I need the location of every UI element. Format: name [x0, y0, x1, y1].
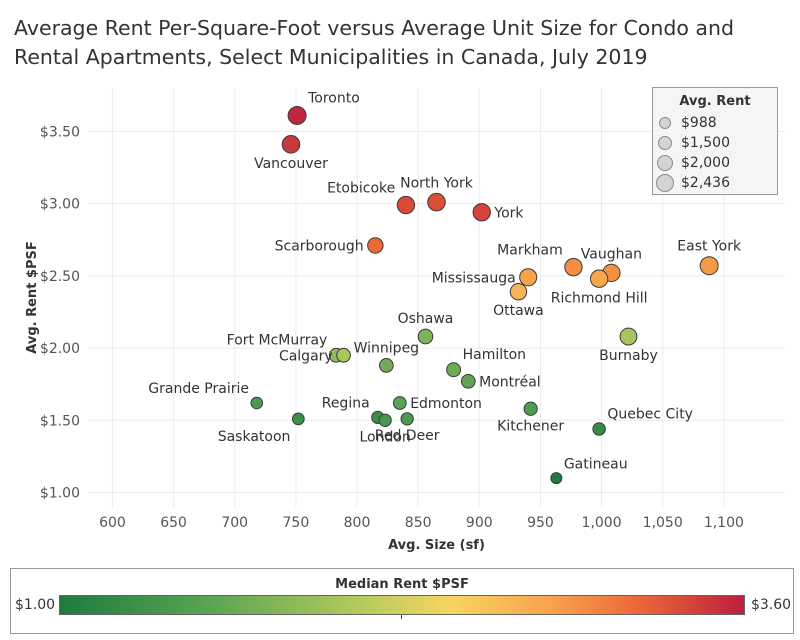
- data-point[interactable]: [291, 412, 305, 426]
- data-point[interactable]: [446, 362, 462, 378]
- data-point[interactable]: [250, 396, 264, 410]
- color-legend: Median Rent $PSF $1.00 $3.60: [10, 568, 794, 634]
- point-label: Hamilton: [463, 347, 526, 363]
- data-point[interactable]: [460, 373, 476, 389]
- data-point[interactable]: [523, 401, 538, 416]
- x-tick-label: 950: [527, 515, 554, 531]
- point-label: York: [493, 205, 524, 221]
- point-label: Regina: [322, 395, 370, 411]
- x-tick-label: 900: [466, 515, 493, 531]
- size-legend-label: $988: [681, 115, 717, 131]
- point-label: Markham: [497, 242, 563, 258]
- size-legend-circle: [659, 117, 671, 129]
- data-point[interactable]: [379, 358, 394, 373]
- point-label: Ottawa: [493, 303, 544, 319]
- point-label: North York: [400, 175, 474, 191]
- size-legend-item: $988: [653, 114, 777, 134]
- data-point[interactable]: [472, 203, 491, 222]
- x-tick-label: 1,000: [582, 515, 622, 531]
- point-label: Montréal: [479, 374, 541, 390]
- color-legend-midpoint-tick: [401, 615, 402, 619]
- point-label: Richmond Hill: [551, 290, 648, 306]
- size-legend-label: $1,500: [681, 135, 730, 151]
- data-point[interactable]: [400, 412, 414, 426]
- point-label: Edmonton: [410, 396, 482, 412]
- y-tick-label: $3.50: [40, 124, 80, 140]
- size-legend-item: $2,436: [653, 174, 777, 194]
- data-point[interactable]: [336, 347, 351, 363]
- x-axis-title: Avg. Size (sf): [388, 538, 485, 553]
- point-label: East York: [677, 239, 742, 255]
- chart-title: Average Rent Per-Square-Foot versus Aver…: [14, 16, 734, 69]
- x-tick-label: 750: [283, 515, 310, 531]
- data-point[interactable]: [396, 195, 416, 215]
- point-label: London: [359, 429, 410, 445]
- point-label: Red Deer: [375, 428, 440, 444]
- color-legend-min-label: $1.00: [15, 597, 56, 613]
- point-label: Kitchener: [497, 418, 564, 434]
- data-point[interactable]: [509, 283, 528, 301]
- data-point[interactable]: [378, 413, 392, 427]
- size-legend-circle: [658, 136, 672, 150]
- point-label: Fort McMurray: [227, 332, 328, 348]
- point-label: Winnipeg: [354, 341, 419, 357]
- size-legend-item: $2,000: [653, 154, 777, 174]
- point-label: Vaughan: [581, 246, 642, 262]
- y-tick-label: $2.00: [40, 341, 80, 357]
- data-point[interactable]: [281, 135, 301, 154]
- axes: 600 650 700 750 800 850 900 950 1,000 1,050 1,100 $…: [40, 124, 744, 531]
- color-legend-max-label: $3.60: [751, 597, 792, 613]
- point-label: Grande Prairie: [148, 381, 249, 397]
- data-point[interactable]: [699, 256, 719, 276]
- point-label: Vancouver: [254, 156, 328, 172]
- y-tick-label: $3.00: [40, 197, 80, 213]
- color-legend-title: Median Rent $PSF: [335, 577, 469, 592]
- size-legend-title: Avg. Rent: [679, 94, 751, 109]
- size-legend: Avg. Rent $988 $1,500 $2,000 $2,436: [652, 87, 778, 195]
- data-point[interactable]: [417, 328, 434, 345]
- data-point[interactable]: [619, 327, 638, 346]
- point-label: Mississauga: [432, 270, 516, 286]
- x-tick-label: 800: [344, 515, 371, 531]
- y-tick-label: $2.50: [40, 269, 80, 285]
- data-point[interactable]: [367, 237, 384, 254]
- data-point[interactable]: [564, 257, 583, 277]
- data-point[interactable]: [427, 192, 446, 212]
- x-tick-label: 700: [221, 515, 248, 531]
- data-point[interactable]: [287, 105, 307, 125]
- x-tick-label: 1,050: [643, 515, 683, 531]
- size-legend-label: $2,000: [681, 155, 730, 171]
- point-labels: Toronto Vancouver Etobicoke North York York S…: [148, 90, 742, 472]
- data-point[interactable]: [392, 396, 407, 410]
- y-axis-title: Avg. Rent $PSF: [25, 241, 40, 353]
- y-tick-label: $1.00: [40, 486, 80, 502]
- data-point[interactable]: [589, 269, 609, 288]
- point-label: Gatineau: [564, 457, 628, 473]
- point-label: Calgary: [279, 348, 333, 364]
- point-label: Burnaby: [599, 348, 658, 364]
- point-label: Scarborough: [275, 238, 364, 254]
- color-gradient-bar: [59, 595, 745, 615]
- size-legend-label: $2,436: [681, 175, 730, 191]
- data-point[interactable]: [550, 472, 563, 485]
- x-tick-label: 650: [160, 515, 187, 531]
- size-legend-circle: [657, 155, 673, 171]
- x-tick-label: 600: [99, 515, 126, 531]
- point-label: Oshawa: [398, 311, 454, 327]
- data-points: [250, 105, 719, 485]
- size-legend-circle: [656, 174, 674, 192]
- point-label: Toronto: [307, 90, 360, 106]
- data-point[interactable]: [519, 268, 538, 287]
- point-label: Saskatoon: [218, 429, 291, 445]
- point-label: Quebec City: [607, 407, 693, 423]
- data-point[interactable]: [592, 422, 606, 436]
- y-tick-label: $1.50: [40, 413, 80, 429]
- x-tick-label: 850: [405, 515, 432, 531]
- x-tick-label: 1,100: [704, 515, 744, 531]
- point-label: Etobicoke: [327, 180, 395, 196]
- size-legend-item: $1,500: [653, 134, 777, 154]
